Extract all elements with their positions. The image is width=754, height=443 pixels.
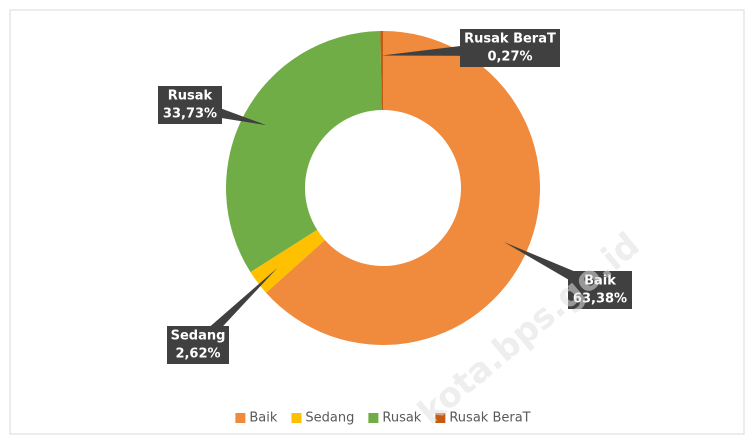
data-label-category: Sedang — [171, 329, 226, 344]
data-label-value: 2,62% — [175, 347, 220, 362]
legend-swatch — [435, 413, 446, 423]
data-label-value: 63,38% — [573, 292, 627, 307]
data-label-category: Rusak — [168, 89, 213, 104]
donut-slice — [226, 31, 382, 273]
legend-label: Rusak — [382, 411, 421, 426]
data-label-category: Baik — [584, 274, 616, 289]
legend: Baik Sedang Rusak Rusak BeraT — [235, 411, 531, 426]
donut-slice — [380, 31, 383, 111]
legend-swatch — [235, 413, 246, 423]
data-label-category: Rusak BeraT — [464, 32, 556, 47]
callout-box — [167, 326, 229, 364]
callout-box — [158, 86, 222, 124]
callout-box — [460, 29, 560, 67]
legend-label: Sedang — [305, 411, 354, 426]
donut-slice — [250, 229, 325, 293]
donut-slice — [266, 31, 540, 346]
legend-swatch — [368, 413, 379, 423]
legend-swatch — [291, 413, 302, 423]
legend-label: Rusak BeraT — [449, 411, 530, 426]
legend-label: Baik — [249, 411, 277, 426]
callout-box — [568, 271, 632, 309]
data-label-value: 33,73% — [163, 107, 217, 122]
data-label-value: 0,27% — [487, 50, 532, 65]
callout-pointer — [503, 242, 600, 298]
